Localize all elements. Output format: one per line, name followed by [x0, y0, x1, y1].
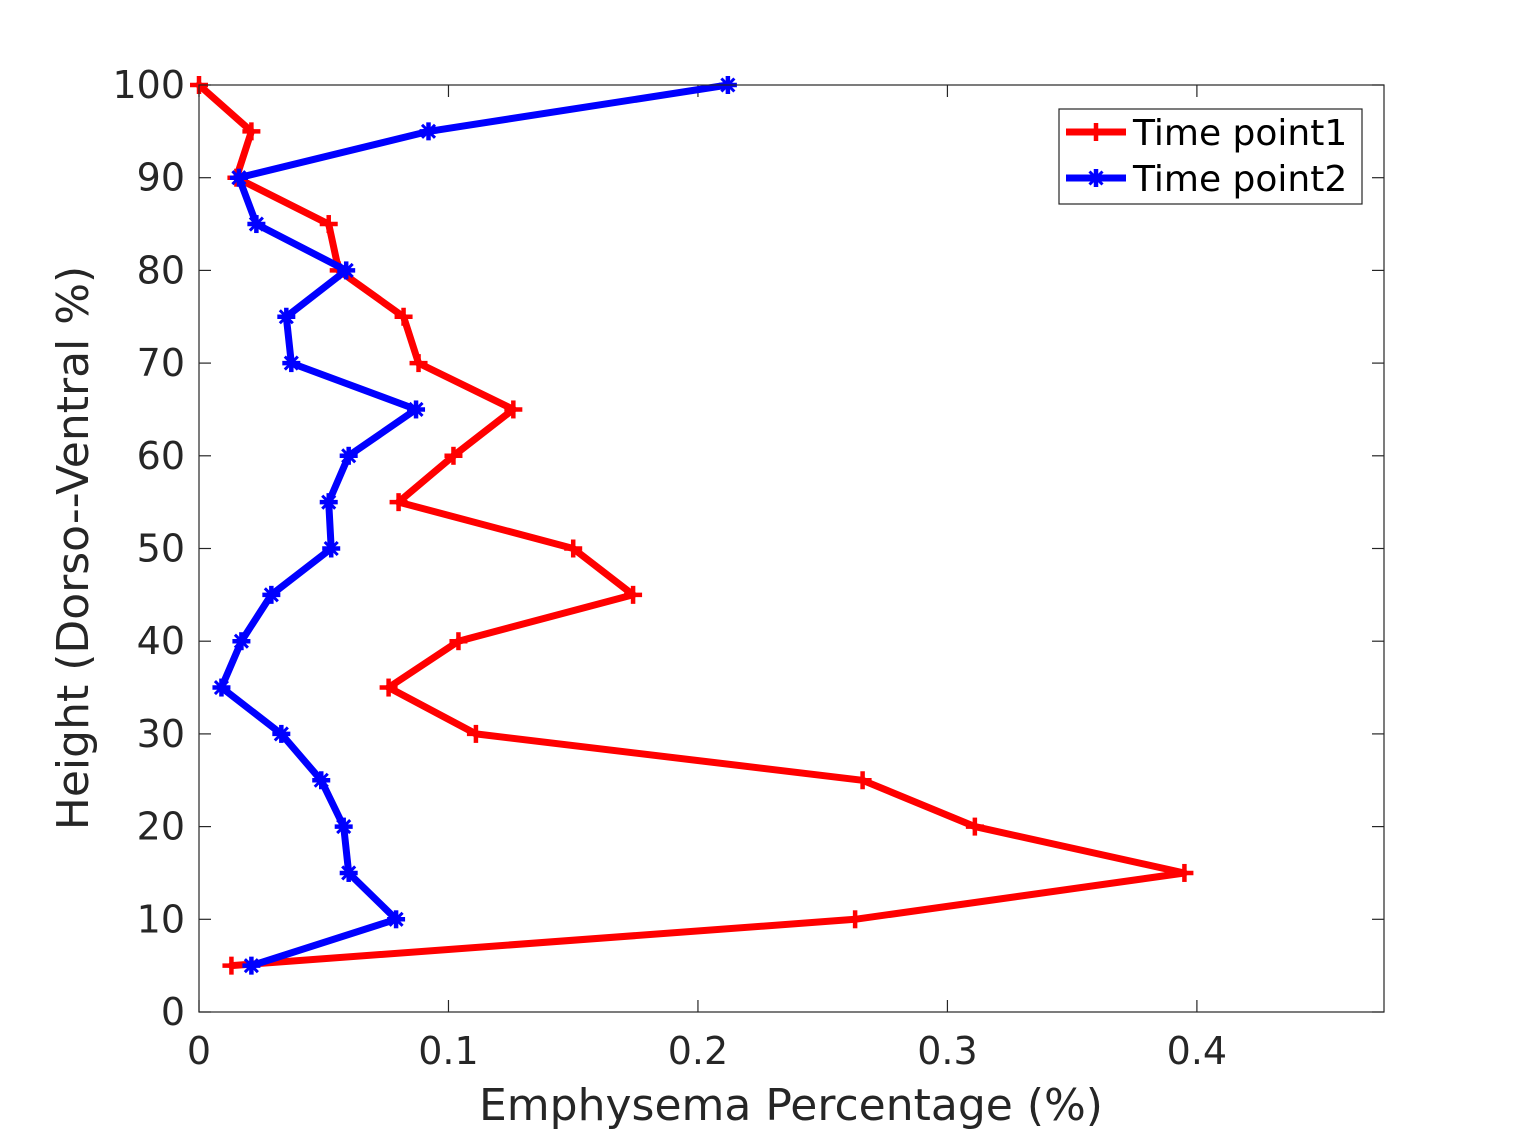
y-axis-label: Height (Dorso--Ventral %) [48, 266, 99, 830]
y-tick-label: 40 [137, 619, 185, 663]
data-point-star-d2 [313, 772, 329, 788]
data-point-plus [853, 771, 872, 790]
y-tick-label: 0 [161, 990, 185, 1034]
data-point-star-d2 [420, 123, 437, 139]
plot-area [199, 85, 1384, 1012]
data-point-star-d2 [388, 911, 404, 927]
data-point-plus [379, 678, 398, 697]
data-point-star-d2 [273, 726, 289, 742]
data-point-star [319, 493, 338, 512]
data-point-star [339, 863, 358, 882]
x-tick-label: 0 [187, 1029, 211, 1073]
data-point-star [247, 215, 266, 234]
y-tick-label: 80 [137, 248, 185, 292]
data-point-plus [409, 354, 428, 373]
x-tick-label: 0.3 [917, 1029, 977, 1073]
data-point-star-d2 [278, 309, 294, 325]
y-tick-label: 30 [137, 712, 185, 756]
data-point-plus [222, 956, 241, 975]
series-2 [212, 76, 737, 975]
data-point-star-d2 [341, 448, 357, 464]
data-point-plus [624, 585, 643, 604]
y-tick-label: 100 [112, 63, 185, 107]
data-point-plus [564, 539, 583, 558]
data-point-star [242, 956, 261, 975]
data-point-star-d2 [283, 355, 299, 371]
data-point-star-d2 [233, 633, 249, 649]
data-point-star-d2 [243, 958, 259, 974]
x-axis-label: Emphysema Percentage (%) [479, 1080, 1103, 1131]
data-point-plus [389, 493, 408, 512]
data-point-star-d2 [336, 819, 352, 835]
legend-entries: Time point1 Time point2 [1066, 113, 1347, 200]
data-point-star-d2 [248, 216, 264, 232]
data-point-star-d2 [341, 865, 357, 881]
data-point-plus [466, 724, 485, 743]
x-tick-label: 0.2 [668, 1029, 728, 1073]
data-point-plus [965, 817, 984, 836]
data-point-plus [394, 307, 413, 326]
data-point-star [312, 771, 331, 790]
y-tick-label: 20 [137, 805, 185, 849]
legend-box [1058, 108, 1363, 205]
x-tick-labels: 0 0.1 0.2 0.3 0.4 [187, 1029, 1227, 1073]
data-point-star-d2 [321, 494, 337, 510]
data-point-star [339, 446, 358, 465]
data-point-plus [319, 215, 338, 234]
y-tick-label: 90 [137, 156, 185, 200]
data-point-star-d2 [213, 679, 230, 696]
x-tick-label: 0.1 [418, 1029, 478, 1073]
legend: Time point1 Time point2 [1058, 108, 1363, 205]
data-point-star [212, 678, 231, 697]
data-point-star [337, 261, 356, 280]
data-point-plus [444, 446, 463, 465]
legend-marker-2 [1087, 169, 1105, 187]
data-point-star [229, 168, 248, 187]
y-tick-labels: 0 10 20 30 40 50 60 70 80 90 100 [112, 63, 185, 1034]
data-point-plus [504, 400, 523, 419]
x-tick-label: 0.4 [1167, 1029, 1227, 1073]
data-point-star [387, 910, 406, 929]
data-point-star [277, 307, 296, 326]
y-tick-label: 60 [137, 434, 185, 478]
data-point-star [262, 585, 281, 604]
data-point-star [407, 400, 426, 419]
data-point-star [322, 539, 341, 558]
data-point-star [419, 122, 438, 141]
plot-frame [198, 84, 1385, 1013]
data-point-star-d2 [338, 262, 354, 278]
y-tick-label: 50 [137, 527, 185, 571]
y-tick-label: 10 [137, 897, 185, 941]
data-point-star-d2 [263, 587, 279, 603]
data-point-star [334, 817, 353, 836]
legend-marker-2-d2 [1088, 170, 1104, 186]
legend-label-1: Time point1 [1132, 113, 1347, 154]
data-point-star [282, 354, 301, 373]
data-point-star [232, 632, 251, 651]
data-point-star-d2 [231, 170, 247, 186]
data-point-plus [846, 910, 865, 929]
y-tick-label: 70 [137, 341, 185, 385]
data-point-plus [1175, 863, 1194, 882]
data-point-plus [449, 632, 468, 651]
data-point-star [272, 724, 291, 743]
data-point-plus [242, 122, 261, 141]
legend-marker-1 [1087, 123, 1105, 141]
data-point-star-d2 [323, 540, 339, 557]
series-line-2 [218, 81, 732, 970]
legend-label-2: Time point2 [1132, 159, 1347, 200]
data-point-star-d2 [408, 401, 424, 418]
